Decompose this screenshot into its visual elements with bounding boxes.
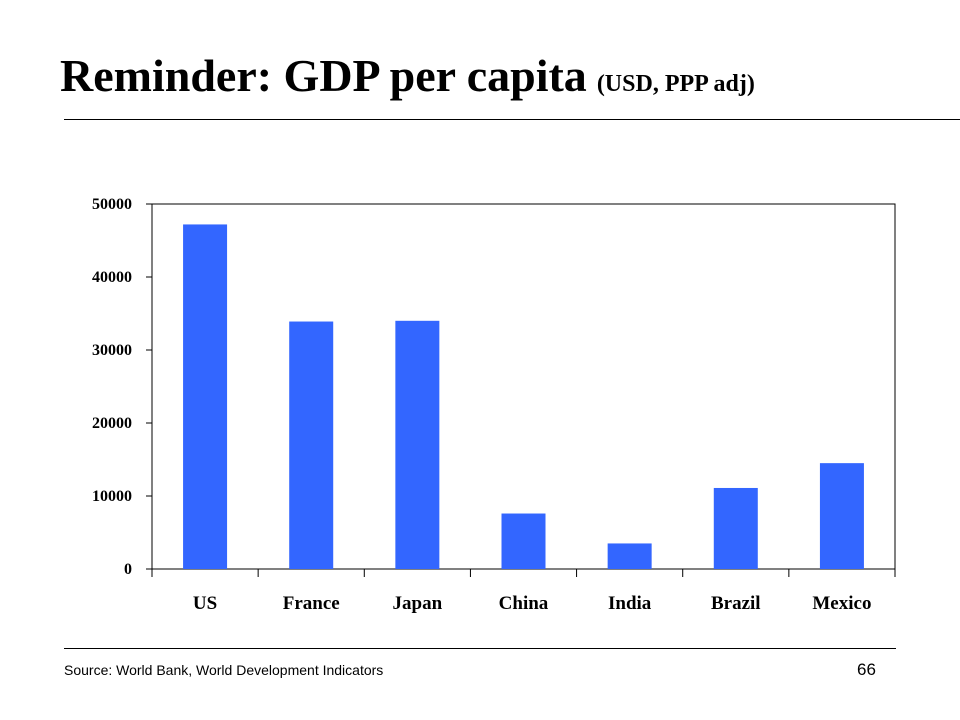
- x-category-label: US: [193, 593, 217, 614]
- y-tick-label: 40000: [92, 269, 132, 286]
- x-category-label: China: [499, 593, 549, 614]
- bar: [501, 513, 546, 569]
- title-text: Reminder: GDP per capita: [60, 50, 587, 101]
- title-units: (USD, PPP adj): [596, 71, 755, 97]
- bar: [713, 487, 758, 569]
- slide-title: Reminder: GDP per capita (USD, PPP adj): [60, 50, 755, 110]
- y-tick-label: 10000: [92, 488, 132, 505]
- y-tick-label: 20000: [92, 415, 132, 432]
- y-tick-label: 50000: [92, 196, 132, 213]
- y-tick-label: 0: [124, 561, 132, 578]
- bar: [289, 321, 334, 569]
- page-number: 66: [857, 660, 876, 679]
- bar: [183, 224, 228, 569]
- source-note: Source: World Bank, World Development In…: [64, 662, 384, 678]
- footer-divider: [64, 648, 896, 649]
- bar: [819, 463, 864, 569]
- x-category-label: India: [608, 593, 652, 614]
- title-divider: [64, 119, 960, 120]
- bar: [395, 320, 440, 569]
- x-category-label: France: [283, 593, 340, 614]
- x-category-label: Mexico: [812, 593, 871, 614]
- x-category-label: Japan: [393, 593, 443, 614]
- bar: [607, 543, 652, 569]
- x-category-label: Brazil: [711, 593, 761, 614]
- y-tick-label: 30000: [92, 342, 132, 359]
